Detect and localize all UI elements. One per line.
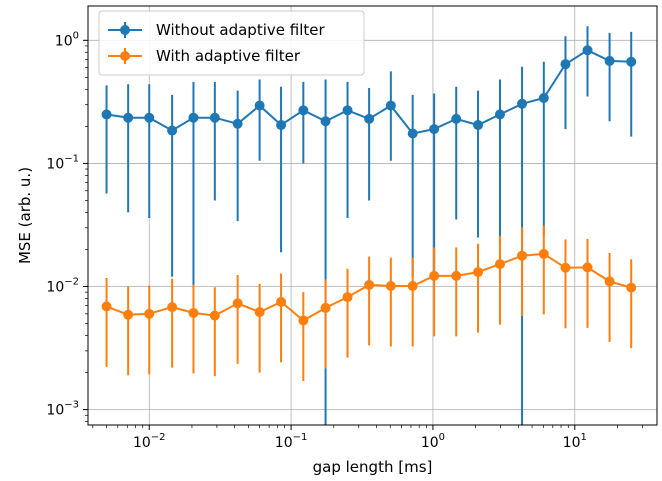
data-point	[101, 109, 112, 120]
data-point	[626, 56, 637, 67]
y-tick-label: 10−1	[46, 153, 79, 172]
legend-label: Without adaptive filter	[156, 21, 325, 39]
plot-frame	[87, 5, 658, 426]
series-layer	[101, 26, 637, 425]
data-point	[254, 307, 265, 318]
data-point	[560, 59, 571, 70]
data-point	[188, 307, 199, 318]
x-tick-label: 101	[563, 432, 587, 451]
data-point	[604, 55, 615, 66]
legend-entry-without-adaptive-filter: Without adaptive filter	[108, 21, 325, 39]
data-point	[123, 112, 134, 123]
data-point	[385, 280, 396, 291]
data-point	[494, 259, 505, 270]
data-point	[167, 302, 178, 313]
data-point	[407, 128, 418, 139]
data-point	[209, 310, 220, 321]
data-point	[494, 109, 505, 120]
y-tick-label: 10−3	[46, 400, 79, 419]
data-point	[582, 45, 593, 56]
data-point	[451, 113, 462, 124]
data-point	[188, 112, 199, 123]
data-point	[538, 248, 549, 259]
axis-ticks: 10−2 10−1 100 101 10−3 10−2 10−1 100	[46, 30, 643, 451]
data-point	[473, 120, 484, 131]
data-point	[364, 113, 375, 124]
data-point	[254, 100, 265, 111]
data-point	[232, 298, 243, 309]
legend-entry-with-adaptive-filter: With adaptive filter	[108, 47, 301, 65]
data-point	[209, 112, 220, 123]
data-point	[429, 270, 440, 281]
y-tick-label: 100	[55, 30, 79, 49]
series-with-adaptive-filter	[101, 225, 637, 381]
data-point	[538, 92, 549, 103]
data-point	[276, 120, 287, 131]
data-point	[342, 105, 353, 116]
legend-label: With adaptive filter	[156, 47, 301, 65]
data-point	[123, 309, 134, 320]
data-point	[517, 250, 528, 261]
data-point	[320, 302, 331, 313]
data-point	[604, 276, 615, 287]
data-point	[582, 262, 593, 273]
data-point	[407, 280, 418, 291]
y-tick-label: 10−2	[46, 277, 79, 296]
data-point	[473, 267, 484, 278]
legend-box	[98, 10, 365, 76]
data-point	[298, 315, 309, 326]
data-point	[364, 279, 375, 290]
x-tick-label: 100	[421, 432, 445, 451]
data-point	[342, 292, 353, 303]
data-point	[517, 98, 528, 109]
data-point	[429, 124, 440, 135]
x-axis-label: gap length [ms]	[313, 458, 433, 476]
data-point	[626, 282, 637, 293]
x-tick-label: 10−1	[275, 432, 308, 451]
data-point	[560, 262, 571, 273]
y-axis-label: MSE (arb. u.)	[16, 167, 34, 264]
data-point	[232, 118, 243, 129]
data-point	[167, 125, 178, 136]
data-point	[144, 112, 155, 123]
data-point	[298, 105, 309, 116]
data-point	[101, 301, 112, 312]
data-point	[451, 270, 462, 281]
data-point	[385, 100, 396, 111]
legend: Without adaptive filter With adaptive fi…	[98, 10, 365, 76]
legend-swatch-marker	[120, 25, 130, 35]
data-point	[144, 308, 155, 319]
data-point	[320, 116, 331, 127]
data-point	[276, 296, 287, 307]
x-tick-label: 10−2	[133, 432, 166, 451]
legend-swatch-marker	[120, 51, 130, 61]
